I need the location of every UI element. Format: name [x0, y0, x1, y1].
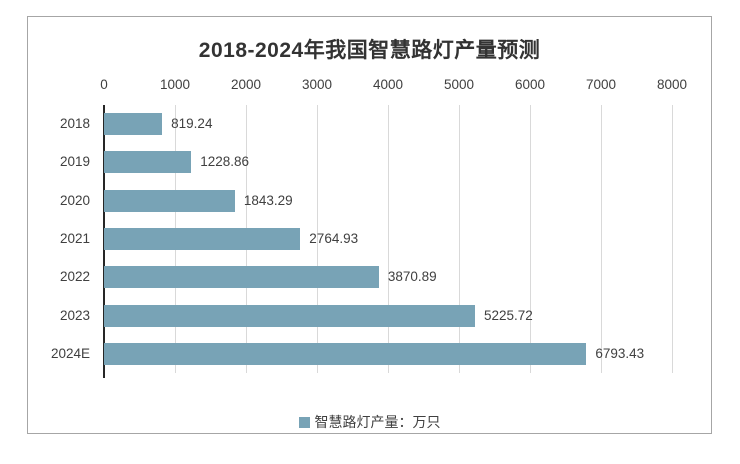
- legend: 智慧路灯产量：万只: [28, 412, 711, 432]
- gridline: [530, 105, 531, 373]
- x-tick-label: 5000: [443, 77, 475, 92]
- bar: [104, 342, 587, 365]
- chart-container: 2018-2024年我国智慧路灯产量预测 0 1000 2000 3000 4000 50…: [27, 16, 712, 434]
- bar: [104, 113, 163, 136]
- category-label: 2021: [59, 231, 90, 246]
- value-label: 2764.93: [309, 231, 359, 246]
- x-tick-label: 3000: [301, 77, 333, 92]
- gridline: [388, 105, 389, 373]
- value-label: 5225.72: [484, 307, 533, 323]
- bar: [104, 266, 379, 289]
- value-label: 1843.29: [243, 192, 293, 208]
- value-label: 819.24: [171, 116, 213, 132]
- category-label: 2018: [59, 116, 90, 132]
- category-label: 2020: [59, 192, 90, 208]
- category-label: 2019: [59, 154, 90, 170]
- legend-label: 智慧路灯产量：万只: [314, 414, 441, 430]
- bar: [104, 189, 235, 212]
- chart-title: 2018-2024年我国智慧路灯产量预测: [198, 39, 541, 62]
- x-axis: 0 1000 2000 3000 4000 5000 6000 7000 8000: [100, 77, 687, 95]
- x-tick-label: 7000: [585, 77, 617, 92]
- x-tick-label: 2000: [230, 77, 262, 92]
- gridline: [601, 105, 602, 373]
- x-tick-label: 4000: [372, 77, 404, 92]
- bar: [104, 151, 192, 174]
- x-tick-label: 6000: [514, 77, 546, 92]
- x-tick-label: 8000: [656, 77, 688, 92]
- legend-marker-icon: [298, 416, 310, 428]
- gridline: [672, 105, 673, 373]
- bar: [104, 304, 476, 327]
- gridline: [317, 105, 318, 373]
- bar: [104, 228, 301, 250]
- category-label: 2022: [59, 269, 90, 285]
- x-tick-label: 1000: [159, 77, 191, 92]
- value-label: 6793.43: [595, 345, 645, 361]
- x-tick-label: 0: [100, 77, 108, 92]
- value-label: 1228.86: [200, 154, 250, 170]
- category-label: 2024E: [50, 345, 90, 361]
- category-label: 2023: [59, 307, 90, 323]
- gridline: [459, 105, 460, 373]
- value-label: 3870.89: [387, 269, 437, 285]
